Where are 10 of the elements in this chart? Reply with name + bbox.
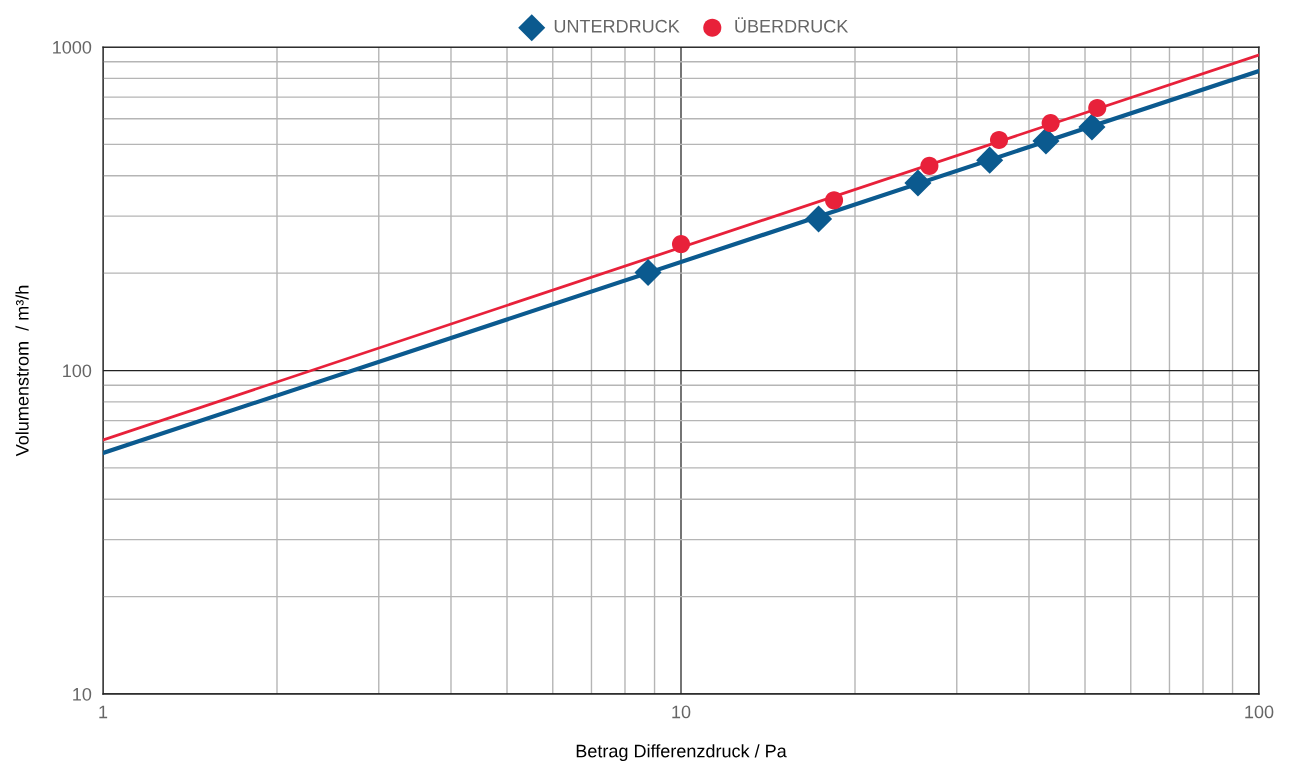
legend-label: UNTERDRUCK [554,19,680,33]
x-tick-label: 100 [1245,705,1274,719]
y-tick-label: 100 [63,364,92,378]
y-axis-title: Volumenstrom / m³/h [15,285,29,457]
y-tick-label: 1000 [53,40,92,54]
x-tick-label: 10 [672,705,691,719]
x-axis-title: Betrag Differenzdruck / Pa [576,744,787,761]
x-tick-label: 1 [99,705,108,719]
y-tick-label: 10 [73,687,92,701]
legend-label: ÜBERDRUCK [735,17,849,33]
